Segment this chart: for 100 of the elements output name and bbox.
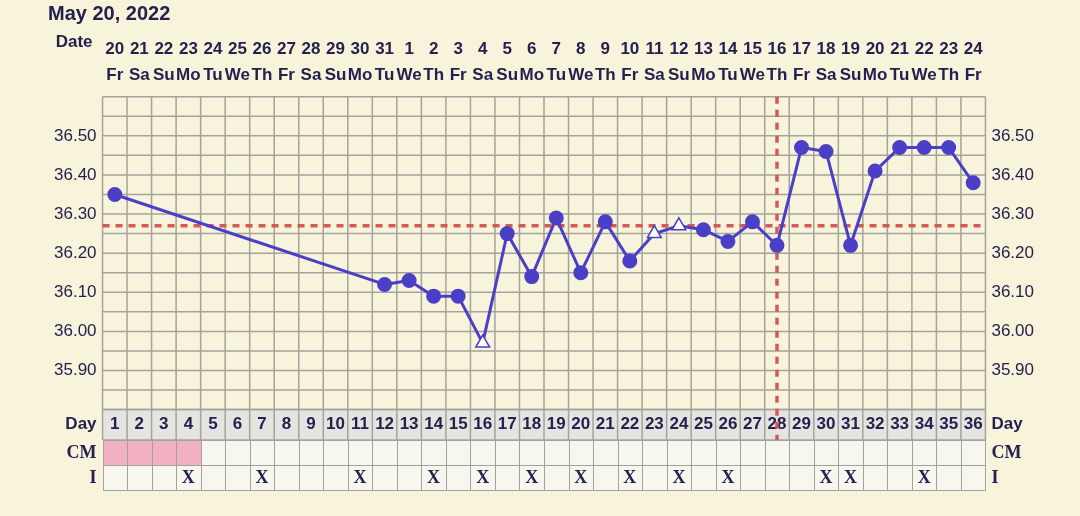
x-tick-label: 13 — [399, 414, 419, 434]
point — [450, 288, 466, 304]
text: X — [844, 467, 858, 487]
y-tick-label: 35.90 — [53, 360, 97, 380]
x-tick-label: 36 — [963, 414, 983, 434]
text: X — [623, 467, 637, 487]
x-tick-label: 31 — [841, 414, 861, 434]
category-label: I — [89, 467, 97, 487]
x2-tick-label: 22 We — [911, 38, 937, 85]
x-tick-label: 3 — [159, 414, 169, 434]
point — [867, 163, 883, 179]
point — [426, 288, 442, 304]
x-tick-label: 2 — [134, 414, 145, 434]
x2-tick-label: 24 Tu — [203, 38, 223, 85]
point — [622, 253, 638, 269]
y-tick-label: 36.00 — [53, 321, 97, 341]
x-axis-title: Day — [991, 414, 1024, 434]
x-tick-label: 33 — [890, 414, 910, 434]
x-tick-label: 11 — [351, 414, 370, 434]
x2-tick-label: 7 Tu — [546, 38, 567, 85]
x2-tick-label: 27 Fr — [277, 38, 296, 85]
y-tick-label: 36.20 — [53, 242, 97, 262]
x-tick-label: 10 — [326, 414, 345, 434]
x-tick-label: 17 — [497, 414, 517, 434]
y2-tick-label: 36.20 — [991, 242, 1035, 262]
x-tick-label: 6 — [232, 414, 243, 434]
x-tick-label: 34 — [914, 414, 935, 434]
y2-tick-label: 36.00 — [991, 321, 1035, 341]
x2-tick-label: 24 Fr — [963, 38, 984, 85]
point — [843, 237, 859, 253]
x-tick-label: 30 — [816, 414, 836, 434]
x2-tick-label: 21 Sa — [128, 38, 151, 85]
x2-tick-label: 4 Sa — [472, 38, 494, 85]
x2-tick-label: 30 Mo — [347, 38, 373, 85]
point — [744, 214, 760, 230]
x2-tick-label: 10 Fr — [620, 38, 640, 85]
x-tick-label: 19 — [546, 414, 566, 434]
point — [818, 143, 834, 159]
x2-axis-title: Date — [55, 31, 93, 51]
x2-tick-label: 28 Sa — [300, 38, 322, 85]
x-tick-label: 24 — [669, 414, 689, 434]
point — [892, 140, 908, 156]
x2-tick-label: 20 Fr — [105, 38, 125, 85]
x-tick-label: 29 — [792, 414, 811, 434]
x2-tick-label: 21 Tu — [889, 38, 910, 85]
point — [401, 273, 417, 289]
y2-tick-label: 36.50 — [991, 125, 1035, 145]
category-label: I — [991, 467, 999, 487]
x2-tick-label: 13 Mo — [691, 38, 716, 85]
point — [941, 140, 957, 156]
y-tick-label: 36.50 — [53, 125, 97, 145]
text: X — [819, 467, 833, 487]
x-tick-label: 16 — [473, 414, 493, 434]
point — [916, 140, 932, 156]
x2-tick-label: 9 Th — [594, 38, 616, 85]
x-tick-label: 21 — [595, 414, 615, 434]
text: X — [574, 467, 588, 487]
point — [377, 276, 393, 292]
text: X — [525, 467, 539, 487]
x-tick-label: 26 — [718, 414, 738, 434]
point — [107, 186, 123, 202]
text: X — [353, 467, 367, 487]
point — [597, 214, 613, 230]
x-tick-label: 27 — [743, 414, 762, 434]
x2-tick-label: 25 We — [224, 38, 251, 85]
x-tick-label: 12 — [375, 414, 395, 434]
x2-tick-label: 2 Th — [423, 38, 445, 85]
text: X — [181, 467, 195, 487]
category-label: CM — [66, 442, 97, 462]
x-tick-label: 32 — [865, 414, 885, 434]
y-tick-label: 36.40 — [53, 164, 97, 184]
x-tick-label: 15 — [448, 414, 468, 434]
x2-tick-label: 31 Tu — [374, 38, 395, 85]
x-tick-label: 35 — [939, 414, 959, 434]
x-tick-label: 7 — [257, 414, 267, 434]
x2-tick-label: 5 Su — [496, 38, 519, 85]
x2-tick-label: 14 Tu — [718, 38, 738, 85]
x2-tick-label: 20 Mo — [862, 38, 888, 85]
x-tick-label: 23 — [644, 414, 664, 434]
x2-tick-label: 17 Fr — [792, 38, 811, 85]
x2-tick-label: 8 We — [568, 38, 594, 85]
x-tick-label: 28 — [767, 414, 787, 434]
point — [548, 210, 564, 226]
x2-tick-label: 6 Mo — [519, 38, 545, 85]
text: Day — [65, 414, 97, 434]
x2-tick-label: 15 We — [739, 38, 766, 85]
x-tick-label: 20 — [571, 414, 591, 434]
point — [671, 217, 687, 231]
x-tick-label: 4 — [183, 414, 194, 434]
chart-title: May 20, 2022 — [48, 1, 171, 24]
x2-tick-label: 23 Mo — [176, 38, 201, 85]
x-tick-label: 14 — [424, 414, 444, 434]
x-tick-label: 5 — [208, 414, 218, 434]
x2-tick-label: 22 Su — [152, 38, 175, 85]
y2-tick-label: 36.10 — [991, 281, 1035, 301]
x2-tick-label: 29 Su — [324, 38, 347, 85]
text: X — [427, 467, 441, 487]
x2-tick-label: 23 Th — [938, 38, 960, 85]
point — [794, 140, 810, 156]
point — [475, 334, 491, 348]
